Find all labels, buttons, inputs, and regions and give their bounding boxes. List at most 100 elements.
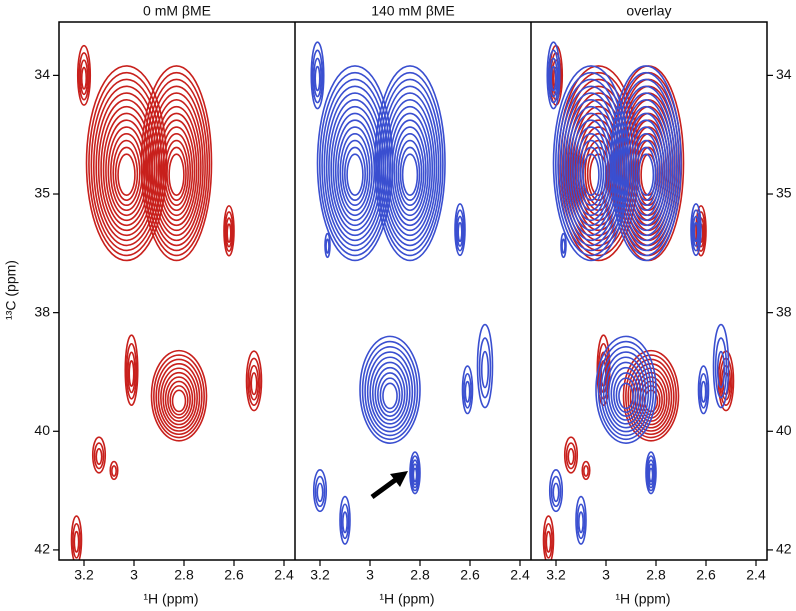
contour-level	[409, 451, 421, 495]
contour-level	[223, 205, 235, 257]
contour-level	[340, 503, 350, 540]
contour-level	[645, 451, 657, 495]
contour-level	[382, 92, 438, 242]
panel-title: overlay	[626, 3, 671, 19]
contour-level	[157, 363, 201, 432]
contour-level	[142, 71, 211, 257]
contour-level	[70, 515, 83, 560]
contour-level	[567, 448, 575, 466]
contour-level	[107, 126, 146, 217]
contour-level	[155, 112, 198, 227]
contour-level	[248, 364, 260, 401]
contour-level	[578, 511, 584, 534]
contour-level	[127, 351, 136, 394]
contour-level	[312, 469, 328, 513]
contour-level	[410, 455, 420, 492]
contour-level	[160, 367, 198, 429]
contour-level	[625, 354, 677, 439]
contour-level	[125, 342, 138, 400]
contour-level	[412, 467, 418, 483]
contour-level	[550, 475, 562, 508]
contour-level	[456, 215, 464, 247]
contour-level	[546, 41, 561, 110]
y-tick-label: 35	[34, 185, 50, 201]
contour-level	[622, 349, 680, 442]
contour-level	[157, 119, 196, 222]
contour-level	[612, 71, 680, 257]
contour-level	[712, 323, 730, 409]
y-axis-label: ¹³C (ppm)	[3, 260, 19, 320]
contour-level	[461, 365, 474, 415]
x-tick-label: 2.6	[224, 567, 244, 583]
contour-level	[153, 354, 205, 439]
contour-level	[699, 372, 708, 409]
x-tick-label: 2.4	[510, 567, 530, 583]
contour-level	[476, 323, 494, 409]
contour-level	[78, 52, 90, 101]
contour-level	[616, 85, 676, 247]
contour-level	[549, 57, 558, 98]
x-tick-label: 3.2	[310, 567, 330, 583]
contour-level	[457, 221, 463, 243]
contour-level	[714, 337, 728, 399]
contour-level	[155, 358, 203, 436]
contour-level	[149, 92, 204, 242]
contour-level	[366, 351, 414, 433]
contour-level	[337, 126, 373, 217]
contour-level	[374, 366, 406, 421]
contour-level	[344, 146, 366, 202]
x-axis-label: ¹H (ppm)	[615, 591, 670, 607]
contour-level	[168, 153, 185, 196]
contour-level	[399, 146, 421, 202]
panel	[542, 41, 735, 560]
contour-level	[313, 57, 322, 98]
contour-level	[548, 469, 564, 513]
contour-level	[166, 146, 187, 202]
contour-level	[464, 380, 471, 403]
contour-level	[547, 49, 560, 104]
contour-level	[580, 146, 602, 202]
contour-level	[397, 139, 423, 207]
contour-level	[109, 460, 119, 481]
contour-level	[124, 334, 139, 406]
contour-level	[595, 335, 657, 444]
contour-level	[95, 448, 103, 466]
contour-level	[542, 515, 555, 560]
contour-level	[79, 59, 89, 96]
contour-level	[575, 133, 607, 212]
x-tick-label: 3.2	[74, 567, 94, 583]
contour-level	[80, 66, 88, 90]
contour-level	[153, 105, 200, 232]
x-tick-label: 3	[130, 567, 138, 583]
contour-level	[164, 139, 189, 207]
contour-level	[646, 459, 656, 489]
contour-level	[91, 436, 107, 474]
y-tick-label: 40	[776, 422, 792, 438]
contour-level	[620, 99, 672, 237]
contour-level	[690, 203, 702, 257]
contour-level	[342, 511, 348, 534]
contour-level	[582, 153, 600, 196]
contour-level	[600, 346, 652, 437]
contour-level	[346, 153, 364, 196]
contour-level	[552, 482, 560, 503]
contour-level	[610, 366, 642, 421]
contour-level	[73, 530, 80, 553]
contour-level	[550, 65, 557, 92]
contour-level	[602, 351, 650, 433]
annotation-arrow	[370, 475, 400, 500]
contour-level	[364, 346, 416, 437]
y-tick-label: 38	[776, 303, 792, 319]
contour-level	[316, 482, 324, 503]
contour-level	[575, 495, 587, 545]
contour-level	[627, 119, 665, 222]
contour-level	[88, 71, 165, 257]
contour-level	[618, 92, 674, 242]
contour-level	[693, 221, 699, 243]
contour-level	[140, 65, 213, 262]
contour-level	[161, 133, 192, 212]
contour-level	[325, 238, 330, 254]
panel-title: 140 mM βME	[371, 3, 455, 19]
contour-level	[631, 133, 661, 212]
